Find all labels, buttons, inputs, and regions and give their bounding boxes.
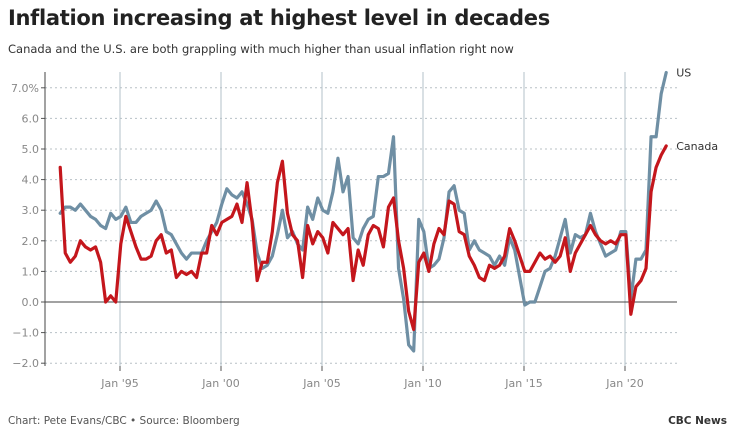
x-tick-label: Jan '10 <box>403 377 441 390</box>
source-note: Chart: Pete Evans/CBC • Source: Bloomber… <box>8 415 240 427</box>
x-tick-label: Jan '15 <box>504 377 542 390</box>
y-tick-label: −2.0 <box>12 357 39 370</box>
y-tick-label: 3.0 <box>22 204 40 217</box>
series-line-canada <box>58 144 668 332</box>
chart-subtitle: Canada and the U.S. are both grappling w… <box>8 42 514 56</box>
chart-title: Inflation increasing at highest level in… <box>8 6 550 30</box>
publisher-credit: CBC News <box>668 415 727 427</box>
x-tick-label: Jan '00 <box>201 377 239 390</box>
series-line-us <box>58 70 668 353</box>
y-tick-label: −1.0 <box>12 327 39 340</box>
y-tick-label: 5.0 <box>22 143 40 156</box>
y-tick-label: 4.0 <box>22 174 40 187</box>
y-tick-label: 1.0 <box>22 265 40 278</box>
x-tick-label: Jan '05 <box>302 377 340 390</box>
y-tick-label: 2.0 <box>22 235 40 248</box>
x-tick-label: Jan '20 <box>605 377 643 390</box>
y-tick-label: 6.0 <box>22 112 40 125</box>
series-label-us: US <box>676 67 691 80</box>
series-label-canada: Canada <box>676 140 718 153</box>
y-tick-label: 7.0% <box>11 82 39 95</box>
y-tick-label: 0.0 <box>22 296 40 309</box>
x-tick-label: Jan '95 <box>100 377 138 390</box>
